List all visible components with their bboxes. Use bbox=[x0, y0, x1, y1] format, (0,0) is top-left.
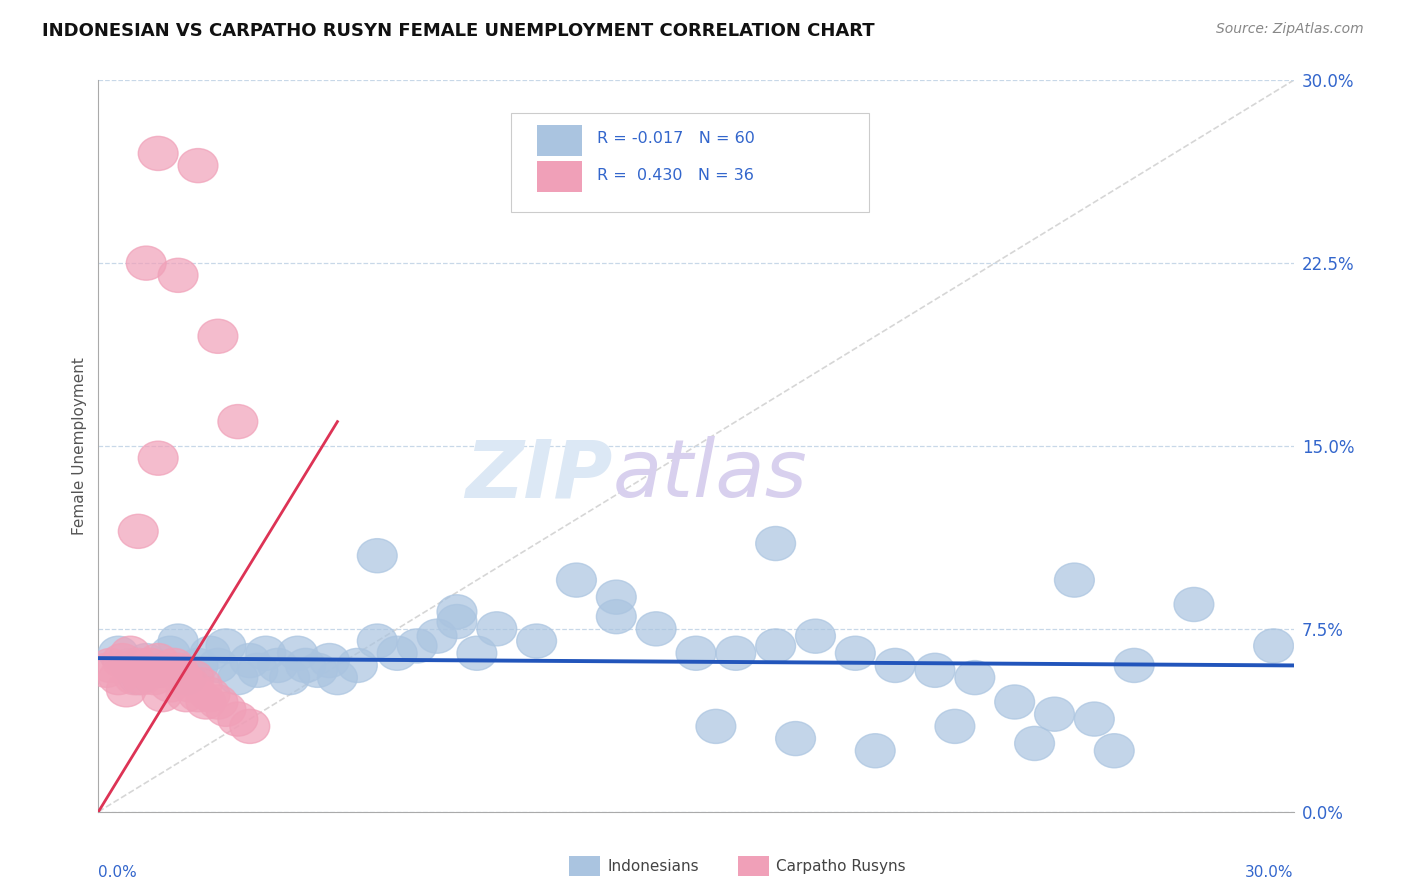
Text: Source: ZipAtlas.com: Source: ZipAtlas.com bbox=[1216, 22, 1364, 37]
Text: Indonesians: Indonesians bbox=[607, 859, 699, 873]
Text: R =  0.430   N = 36: R = 0.430 N = 36 bbox=[596, 168, 754, 183]
FancyBboxPatch shape bbox=[537, 125, 582, 155]
Y-axis label: Female Unemployment: Female Unemployment bbox=[72, 357, 87, 535]
Text: atlas: atlas bbox=[613, 436, 807, 515]
FancyBboxPatch shape bbox=[510, 113, 869, 212]
FancyBboxPatch shape bbox=[537, 161, 582, 192]
Text: Carpatho Rusyns: Carpatho Rusyns bbox=[776, 859, 905, 873]
Text: R = -0.017   N = 60: R = -0.017 N = 60 bbox=[596, 131, 755, 146]
Text: INDONESIAN VS CARPATHO RUSYN FEMALE UNEMPLOYMENT CORRELATION CHART: INDONESIAN VS CARPATHO RUSYN FEMALE UNEM… bbox=[42, 22, 875, 40]
Text: ZIP: ZIP bbox=[465, 436, 613, 515]
Text: 30.0%: 30.0% bbox=[1246, 865, 1294, 880]
Text: 0.0%: 0.0% bbox=[98, 865, 138, 880]
